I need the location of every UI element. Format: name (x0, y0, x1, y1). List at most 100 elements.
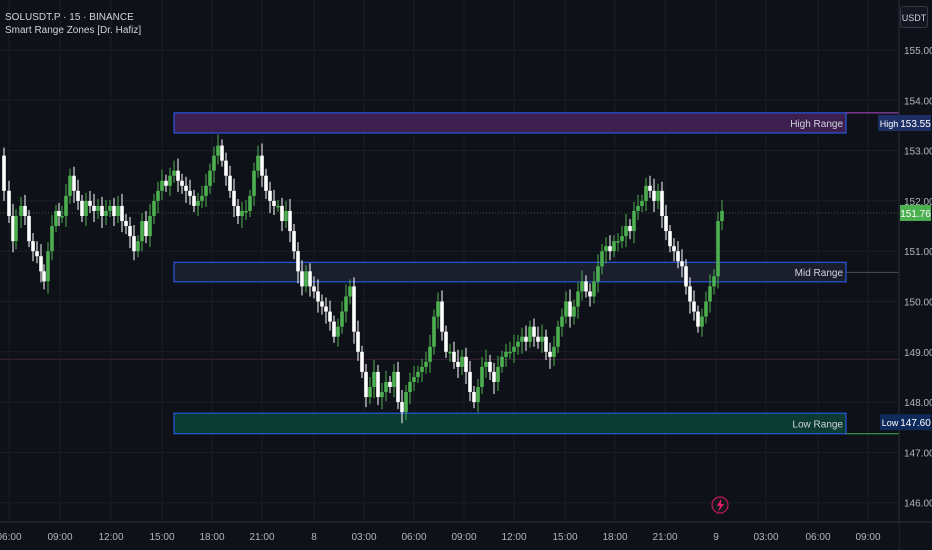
candle-body[interactable] (548, 351, 552, 357)
candle-body[interactable] (42, 271, 46, 282)
candle-body[interactable] (472, 392, 476, 403)
candle-body[interactable] (696, 311, 700, 327)
candle-body[interactable] (140, 221, 144, 242)
candle-body[interactable] (196, 200, 200, 206)
candle-body[interactable] (400, 402, 404, 413)
candle-body[interactable] (356, 331, 360, 352)
candle-body[interactable] (376, 371, 380, 398)
candle-body[interactable] (664, 215, 668, 232)
candle-body[interactable] (456, 361, 460, 367)
candle-body[interactable] (568, 301, 572, 317)
candle-body[interactable] (300, 271, 304, 287)
candle-body[interactable] (452, 351, 456, 362)
candle-body[interactable] (204, 185, 208, 196)
candle-body[interactable] (284, 210, 288, 222)
candle-body[interactable] (640, 200, 644, 206)
candle-body[interactable] (14, 215, 18, 242)
candle-body[interactable] (220, 145, 224, 161)
candle-body[interactable] (420, 366, 424, 372)
candle-body[interactable] (708, 286, 712, 302)
candle-body[interactable] (616, 241, 620, 243)
candle-body[interactable] (176, 170, 180, 181)
candle-body[interactable] (544, 336, 548, 352)
currency-unit-button[interactable]: USDT (900, 6, 928, 28)
candle-body[interactable] (292, 231, 296, 252)
candle-body[interactable] (212, 155, 216, 171)
candle-body[interactable] (540, 336, 544, 342)
candle-body[interactable] (672, 246, 676, 252)
candle-body[interactable] (572, 306, 576, 317)
candle-body[interactable] (192, 195, 196, 206)
candle-body[interactable] (54, 210, 58, 227)
candle-body[interactable] (584, 281, 588, 292)
candle-body[interactable] (152, 200, 156, 216)
candle-body[interactable] (96, 205, 100, 211)
candle-body[interactable] (716, 221, 720, 277)
candle-body[interactable] (680, 261, 684, 267)
candle-body[interactable] (416, 371, 420, 377)
candle-body[interactable] (23, 205, 27, 216)
candle-body[interactable] (380, 392, 384, 398)
candle-body[interactable] (80, 200, 84, 216)
candle-body[interactable] (688, 286, 692, 302)
candle-body[interactable] (592, 281, 596, 297)
candle-body[interactable] (632, 210, 636, 232)
candle-body[interactable] (468, 371, 472, 393)
candle-body[interactable] (660, 190, 664, 216)
candle-body[interactable] (224, 160, 228, 176)
candle-body[interactable] (280, 205, 284, 222)
candle-body[interactable] (364, 371, 368, 398)
candle-body[interactable] (412, 376, 416, 382)
candle-body[interactable] (64, 195, 68, 216)
candle-body[interactable] (460, 356, 464, 367)
candle-body[interactable] (676, 251, 680, 262)
candle-body[interactable] (256, 155, 260, 171)
candle-body[interactable] (652, 190, 656, 201)
candle-body[interactable] (188, 190, 192, 196)
candle-body[interactable] (88, 200, 92, 206)
candle-body[interactable] (620, 236, 624, 242)
candle-body[interactable] (244, 210, 248, 213)
candle-body[interactable] (560, 316, 564, 327)
candle-body[interactable] (684, 266, 688, 287)
candle-body[interactable] (172, 170, 176, 176)
candle-body[interactable] (216, 145, 220, 156)
candle-body[interactable] (276, 205, 280, 208)
candle-body[interactable] (432, 316, 436, 347)
candle-body[interactable] (240, 210, 244, 216)
candle-body[interactable] (396, 371, 400, 403)
candle-body[interactable] (2, 155, 6, 191)
candle-body[interactable] (35, 251, 39, 257)
candle-body[interactable] (252, 170, 256, 196)
candle-body[interactable] (248, 195, 252, 211)
candle-body[interactable] (692, 301, 696, 312)
candle-body[interactable] (492, 371, 496, 382)
candle-body[interactable] (564, 301, 568, 317)
candle-body[interactable] (576, 291, 580, 307)
candle-body[interactable] (208, 170, 212, 186)
candle-body[interactable] (39, 256, 43, 272)
candle-body[interactable] (324, 306, 328, 312)
price-axis[interactable] (899, 0, 932, 550)
candle-body[interactable] (512, 346, 516, 352)
candle-body[interactable] (500, 356, 504, 367)
candle-body[interactable] (232, 190, 236, 206)
candle-body[interactable] (484, 361, 488, 367)
candle-body[interactable] (168, 175, 172, 186)
candle-body[interactable] (388, 381, 392, 388)
candle-body[interactable] (312, 286, 316, 292)
candle-body[interactable] (712, 276, 716, 287)
mid-range-zone[interactable] (173, 261, 847, 283)
candle-body[interactable] (488, 361, 492, 372)
candle-body[interactable] (76, 190, 80, 201)
candle-body[interactable] (480, 366, 484, 388)
candle-body[interactable] (556, 326, 560, 347)
candle-body[interactable] (536, 336, 540, 342)
candle-body[interactable] (392, 371, 396, 388)
candle-body[interactable] (520, 336, 524, 342)
candle-body[interactable] (348, 286, 352, 297)
candle-body[interactable] (448, 351, 452, 354)
candle-body[interactable] (580, 281, 584, 292)
candle-body[interactable] (124, 221, 128, 227)
candle-body[interactable] (436, 301, 440, 317)
